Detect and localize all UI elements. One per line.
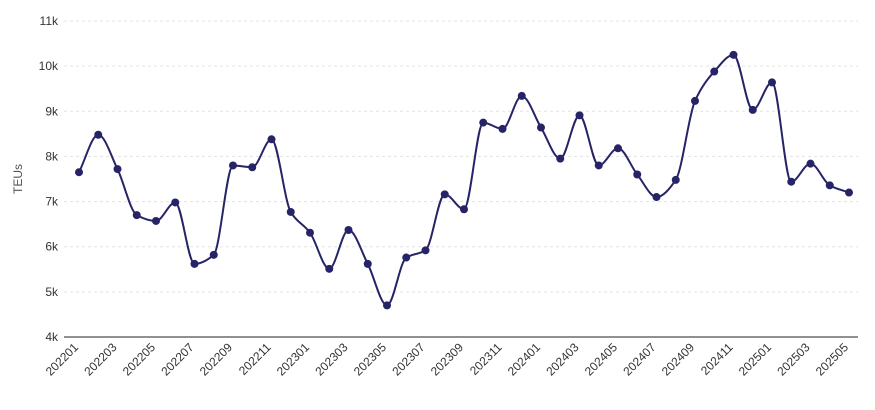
- x-tick-label: 202505: [813, 340, 851, 378]
- data-point: [729, 50, 738, 59]
- data-point: [325, 264, 334, 273]
- y-tick-label: 5k: [45, 285, 59, 299]
- grid-lines: [64, 20, 858, 293]
- data-point: [190, 259, 199, 268]
- y-axis-label: TEUs: [11, 164, 25, 194]
- x-tick-label: 202401: [505, 340, 543, 378]
- data-point: [825, 181, 834, 190]
- data-point: [691, 96, 699, 105]
- data-point: [845, 188, 853, 197]
- data-point: [402, 253, 411, 262]
- data-point: [286, 207, 295, 216]
- data-point: [517, 91, 526, 100]
- y-tick-label: 7k: [45, 195, 59, 209]
- data-point: [652, 193, 661, 202]
- y-tick-label: 10k: [39, 59, 59, 73]
- data-point: [537, 123, 545, 132]
- x-tick-label: 202211: [236, 340, 274, 378]
- data-point: [171, 198, 180, 207]
- data-point: [594, 161, 603, 170]
- data-point: [575, 111, 584, 120]
- y-tick-label: 8k: [45, 149, 59, 163]
- data-point: [229, 161, 237, 170]
- data-point: [633, 170, 642, 179]
- data-point: [94, 130, 103, 139]
- data-point: [209, 250, 218, 259]
- data-point: [248, 163, 257, 172]
- x-tick-label: 202409: [659, 340, 697, 378]
- x-tick-label: 202411: [698, 340, 736, 378]
- data-point: [421, 246, 430, 255]
- x-tick-label: 202309: [428, 340, 466, 378]
- data-point: [614, 144, 622, 153]
- data-point: [498, 124, 507, 133]
- x-tick-label: 202303: [312, 340, 350, 378]
- data-point: [556, 154, 565, 163]
- x-tick-label: 202203: [81, 340, 119, 378]
- x-tick-label: 202305: [351, 340, 389, 378]
- data-point: [806, 159, 815, 168]
- y-tick-labels: 4k 5k 6k 7k 8k 9k 10k 11k: [39, 14, 59, 344]
- data-point: [748, 105, 757, 114]
- data-point: [75, 168, 83, 177]
- x-tick-label: 202307: [389, 340, 427, 378]
- data-point: [132, 211, 141, 220]
- data-point: [152, 216, 160, 225]
- x-tick-labels: 202201 202203 202205 202207 202209 202211 2023…: [43, 340, 851, 378]
- data-point: [113, 165, 122, 174]
- x-tick-label: 202405: [582, 340, 620, 378]
- data-point: [267, 135, 276, 144]
- x-tick-label: 202407: [620, 340, 658, 378]
- y-tick-label: 9k: [45, 104, 59, 118]
- data-point: [363, 259, 372, 268]
- data-point: [479, 118, 488, 127]
- data-point: [768, 78, 776, 87]
- y-tick-label: 4k: [45, 330, 59, 344]
- data-point: [787, 177, 796, 186]
- x-tick-label: 202403: [543, 340, 581, 378]
- data-point: [671, 175, 680, 184]
- data-point: [460, 205, 468, 214]
- data-point: [710, 67, 719, 76]
- y-tick-label: 11k: [40, 14, 59, 28]
- x-tick-label: 202201: [43, 340, 81, 378]
- data-point: [383, 301, 391, 310]
- x-tick-label: 202503: [774, 340, 812, 378]
- data-point: [440, 190, 449, 199]
- x-tick-label: 202301: [274, 340, 312, 378]
- x-tick-label: 202207: [158, 340, 196, 378]
- data-points: [75, 50, 853, 310]
- x-tick-label: 202501: [736, 340, 774, 378]
- data-point: [306, 228, 314, 237]
- x-tick-label: 202311: [467, 340, 505, 378]
- x-tick-label: 202209: [197, 340, 235, 378]
- y-tick-label: 6k: [45, 240, 59, 254]
- data-point: [344, 226, 353, 235]
- x-tick-label: 202205: [120, 340, 158, 378]
